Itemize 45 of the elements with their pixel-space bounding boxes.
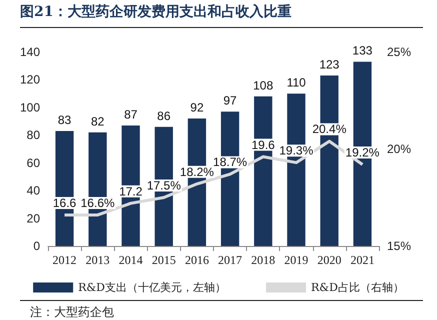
x-tick-label: 2021: [350, 253, 374, 267]
y-tick-label: 0: [33, 239, 40, 253]
y2-tick-label: 15%: [387, 239, 412, 253]
x-tick-label: 2016: [184, 253, 209, 267]
data-label: 16.6: [52, 196, 77, 210]
data-label: 110: [286, 76, 306, 90]
y-tick-label: 60: [26, 156, 40, 170]
data-label: 82: [90, 114, 105, 128]
x-tick-label: 2019: [284, 253, 308, 267]
y-tick-label: 20: [26, 211, 40, 226]
y-tick-label: 120: [20, 72, 40, 87]
data-label: 19.3%: [279, 144, 314, 158]
data-label: 97: [223, 94, 238, 108]
data-label: 16.6%: [80, 196, 115, 210]
data-label: 20.4%: [312, 122, 347, 136]
y-tick-label: 100: [20, 100, 40, 114]
data-label: 108: [253, 78, 274, 92]
text: 注：大型药企包: [30, 304, 114, 320]
data-label: 86: [157, 108, 171, 123]
x-tick-label: 2017: [218, 253, 242, 267]
data-label: 83: [58, 112, 72, 127]
y-tick-label: 40: [26, 184, 40, 198]
y-tick-label: 140: [20, 45, 40, 59]
data-label: 87: [124, 107, 138, 122]
x-tick-label: 2013: [86, 253, 110, 267]
data-label: 18.7%: [213, 155, 248, 170]
x-tick-label: 2015: [152, 253, 176, 267]
chart-title: 图21：大型药企研发费用支出和占收入比重: [20, 3, 292, 21]
data-label: 19.6: [251, 138, 276, 152]
y-tick-label: 80: [26, 128, 40, 142]
y2-tick-label: 20%: [387, 142, 412, 156]
legend-label: R&D支出（十亿美元，左轴）: [78, 281, 226, 294]
x-tick-label: 2018: [251, 253, 276, 267]
data-label: 92: [190, 100, 204, 115]
data-label: 19.2%: [345, 146, 380, 160]
data-label: 123: [319, 58, 340, 72]
data-label: 17.2: [119, 184, 143, 198]
y2-tick-label: 25%: [387, 45, 412, 59]
legend-label: R&D占比（右轴）: [311, 281, 404, 294]
data-label: 18.2%: [180, 164, 214, 179]
data-label: 17.5%: [146, 178, 182, 192]
x-tick-label: 2014: [118, 253, 143, 267]
x-tick-label: 2020: [317, 253, 342, 267]
data-label: 133: [352, 44, 373, 58]
x-tick-label: 2012: [52, 253, 77, 267]
